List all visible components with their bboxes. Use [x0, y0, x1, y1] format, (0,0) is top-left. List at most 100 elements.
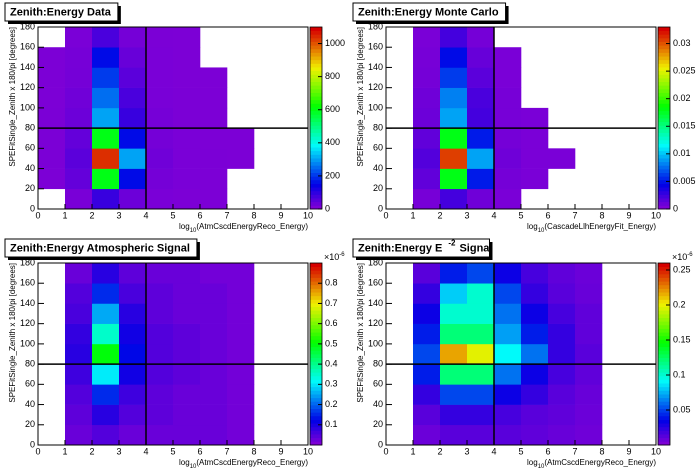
colorbar-step	[658, 136, 670, 141]
x-tick-label: 7	[224, 210, 229, 220]
colorbar-step	[310, 92, 322, 97]
colorbar-step	[658, 434, 670, 439]
colorbar-step	[658, 390, 670, 395]
colorbar-step	[658, 273, 670, 278]
cell	[575, 364, 603, 385]
cell	[119, 384, 147, 405]
y-tick-label: 40	[373, 399, 383, 409]
colorbar-frame	[657, 26, 671, 210]
colorbar-step	[310, 99, 322, 104]
cell	[227, 424, 255, 446]
cell	[467, 188, 495, 210]
y-axis-title: SPEFitSingle_Zenith x 180/pi [degrees]	[8, 27, 17, 167]
y-tick-label: 20	[25, 419, 35, 429]
colorbar-step	[310, 194, 322, 199]
cell	[467, 343, 495, 365]
cell	[146, 27, 174, 48]
colorbar-step	[310, 34, 322, 39]
colorbar-step	[310, 270, 322, 275]
x-tick-label: 2	[437, 446, 442, 456]
y-tick-label: 180	[368, 257, 383, 267]
y-tick-label: 100	[368, 338, 383, 348]
y-tick-label: 40	[25, 399, 35, 409]
cell	[65, 107, 93, 129]
cell	[200, 404, 228, 426]
colorbar-step	[310, 183, 322, 188]
title-bg	[352, 2, 507, 22]
colorbar-step	[310, 198, 322, 203]
colorbar-step	[658, 67, 670, 72]
colorbar-step	[658, 161, 670, 166]
colorbar-step	[310, 88, 322, 93]
cell	[413, 323, 441, 345]
cell	[494, 188, 522, 210]
colorbar-step	[310, 205, 322, 210]
colorbar-step	[658, 263, 670, 268]
colorbar-step	[658, 139, 670, 144]
colorbar-step	[658, 357, 670, 362]
cell	[65, 424, 93, 446]
cell	[548, 263, 576, 284]
cell	[494, 364, 522, 385]
colorbar-step	[310, 354, 322, 359]
y-axis-title: SPEFitSingle_Zenith x 180/pi [degrees]	[356, 27, 365, 167]
cell	[65, 263, 93, 284]
y-tick-label: 120	[20, 82, 35, 92]
colorbar-step	[310, 379, 322, 384]
cell	[173, 263, 201, 284]
colorbar-step	[658, 292, 670, 297]
title-box: Zenith:Energy Atmospheric Signal	[4, 238, 200, 260]
z-tick-label: 0.005	[673, 176, 696, 186]
colorbar-step	[310, 273, 322, 278]
colorbar-step	[658, 128, 670, 133]
cell	[467, 283, 495, 304]
cell	[227, 384, 255, 405]
x-tick-label: 5	[518, 446, 523, 456]
cell	[200, 87, 228, 109]
cell	[467, 107, 495, 129]
colorbar-step	[658, 317, 670, 322]
x-tick-label: 1	[410, 446, 415, 456]
colorbar-step	[310, 313, 322, 318]
colorbar-step	[310, 118, 322, 123]
colorbar-step	[658, 70, 670, 75]
cell	[200, 283, 228, 304]
colorbar-frame	[309, 26, 323, 210]
colorbar-step	[658, 277, 670, 282]
colorbar-step	[658, 121, 670, 126]
cell	[200, 263, 228, 284]
cell	[65, 188, 93, 210]
cell	[65, 148, 93, 169]
x-axis-title-sub: 10	[538, 228, 545, 234]
cell	[38, 168, 66, 190]
x-tick-label: 4	[491, 446, 496, 456]
y-tick-label: 140	[20, 62, 35, 72]
x-tick-label: 8	[251, 210, 256, 220]
colorbar-step	[310, 397, 322, 402]
cell	[413, 263, 441, 284]
colorbar-step	[310, 419, 322, 424]
cell	[65, 364, 93, 385]
cell	[119, 87, 147, 109]
x-tick-label: 7	[572, 210, 577, 220]
colorbar-step	[310, 299, 322, 304]
cell	[146, 188, 174, 210]
cell	[92, 128, 120, 149]
cell	[173, 47, 201, 68]
cell	[92, 364, 120, 385]
cell	[119, 67, 147, 88]
cell	[440, 107, 468, 129]
z-tick-label: 0.5	[325, 338, 338, 348]
z-tick-label: 0	[325, 203, 330, 213]
colorbar-step	[658, 332, 670, 337]
y-tick-label: 140	[20, 298, 35, 308]
z-tick-label: 0.2	[673, 299, 686, 309]
cell	[200, 424, 228, 446]
colorbar-step	[310, 121, 322, 126]
y-tick-label: 180	[368, 21, 383, 31]
cell	[494, 384, 522, 405]
y-tick-label: 0	[378, 203, 383, 213]
x-axis-title: log10(AtmCscdEnergyReco_Energy)	[527, 458, 656, 469]
colorbar-frame	[657, 262, 671, 446]
